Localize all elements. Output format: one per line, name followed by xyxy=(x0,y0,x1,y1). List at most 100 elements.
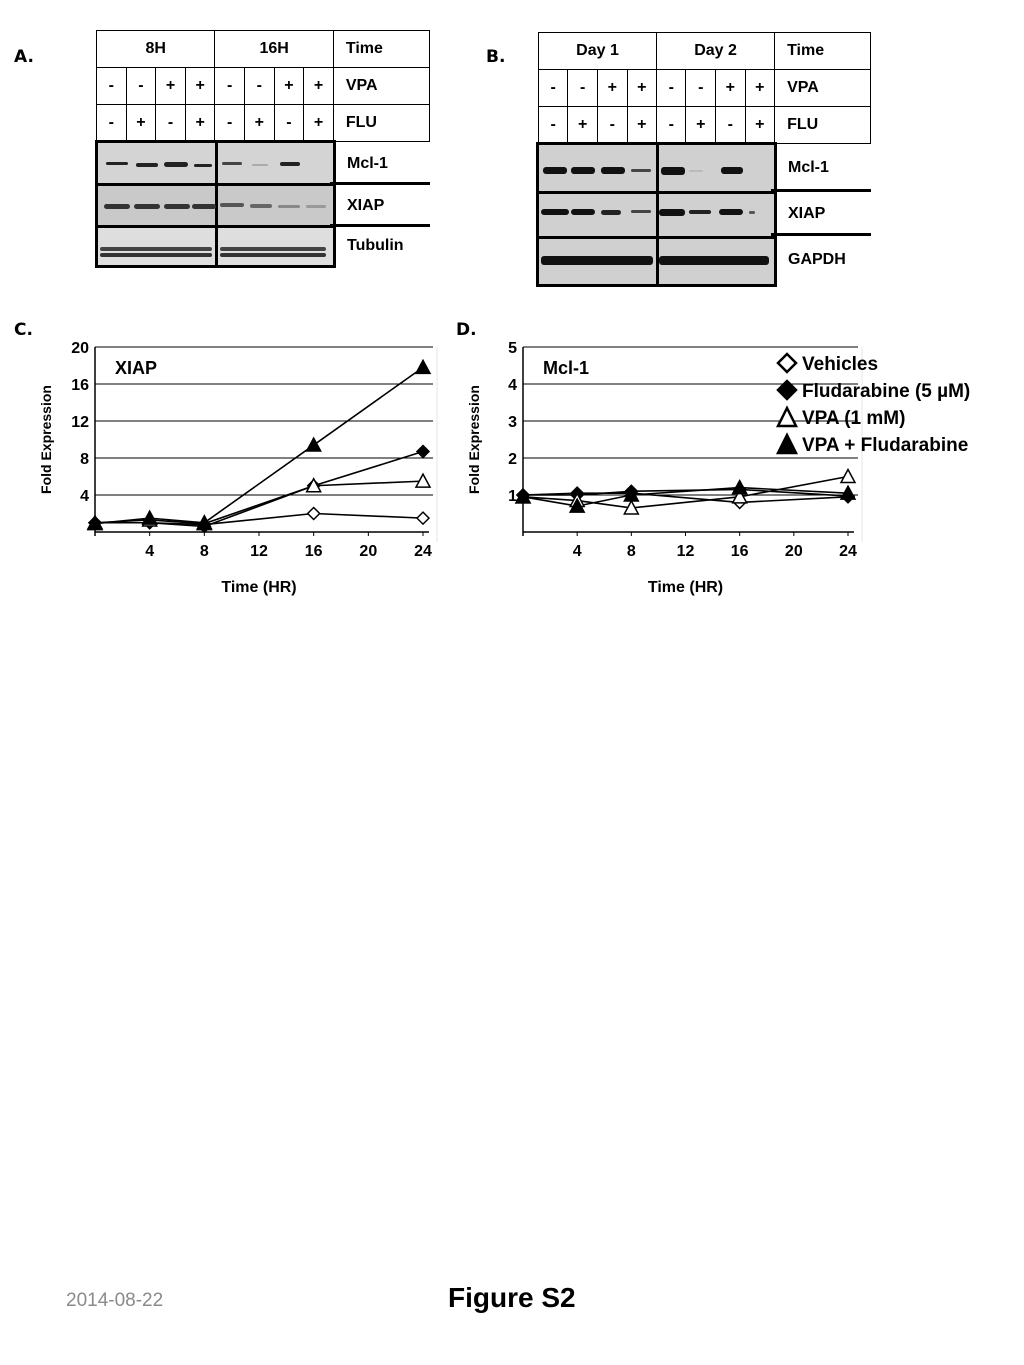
vpa-cell: + xyxy=(155,67,186,105)
svg-text:12: 12 xyxy=(250,543,268,560)
svg-text:1: 1 xyxy=(508,488,517,505)
vpa-cell: - xyxy=(685,69,716,107)
chart-title: Mcl-1 xyxy=(543,358,589,378)
panel-a-condition-table: 8H 16H Time - - + + - - + + VPA - + - + - + - + FLU xyxy=(95,30,431,142)
legend-item: VPA + Fludarabine xyxy=(775,432,968,456)
panel-a-blot-image xyxy=(95,140,336,268)
flu-cell: + xyxy=(626,106,658,144)
y-axis-label: Fold Expression xyxy=(38,385,54,494)
blot-label-tubulin: Tubulin xyxy=(347,237,404,254)
svg-text:20: 20 xyxy=(359,543,377,560)
flu-cell: + xyxy=(744,106,776,144)
row-header-time: Time xyxy=(332,30,431,68)
svg-text:12: 12 xyxy=(677,543,695,560)
blot-label-mcl1: Mcl-1 xyxy=(788,159,829,176)
panel-c-label: C. xyxy=(14,320,33,340)
triangle-legend-icon xyxy=(775,432,799,455)
flu-cell: - xyxy=(155,104,186,142)
vpa-cell: + xyxy=(184,67,216,105)
vpa-cell: + xyxy=(596,69,628,107)
triangle-marker-icon xyxy=(514,488,532,504)
flu-cell: - xyxy=(273,104,305,142)
time-group-16h: 16H xyxy=(214,30,334,68)
time-group-8h: 8H xyxy=(95,30,216,68)
flu-cell: - xyxy=(715,106,746,144)
svg-text:2: 2 xyxy=(508,451,517,468)
flu-cell: - xyxy=(656,106,687,144)
diamond-marker-icon xyxy=(415,444,431,459)
panel-b-label: B. xyxy=(486,47,506,67)
legend-item: Fludarabine (5 µM) xyxy=(776,379,970,402)
vpa-cell: - xyxy=(656,69,687,107)
triangle-marker-icon xyxy=(196,514,213,530)
time-group-day1: Day 1 xyxy=(537,32,658,70)
series-markers xyxy=(86,358,432,531)
blot-label-xiap: XIAP xyxy=(788,205,826,222)
svg-text:12: 12 xyxy=(71,414,89,431)
svg-text:5: 5 xyxy=(508,340,517,357)
svg-text:VPA (1 mM): VPA (1 mM) xyxy=(802,408,905,429)
vpa-cell: + xyxy=(715,69,746,107)
flu-cell: - xyxy=(96,104,127,142)
diamond-marker-icon xyxy=(306,506,321,521)
svg-text:8: 8 xyxy=(80,451,89,468)
date-label: 2014-08-22 xyxy=(66,1290,164,1311)
x-axis-label: Time (HR) xyxy=(648,579,723,596)
vpa-cell: - xyxy=(125,67,157,105)
panel-a-label: A. xyxy=(14,47,34,67)
svg-text:16: 16 xyxy=(71,377,89,394)
blot-label-gapdh: GAPDH xyxy=(788,251,846,268)
panel-b-condition-table: Day 1 Day 2 Time - - + + - - + + VPA - + - + - + - + FLU xyxy=(537,32,871,144)
triangle-marker-icon xyxy=(839,467,857,484)
flu-cell: - xyxy=(537,106,569,144)
series-markers xyxy=(514,479,857,513)
svg-text:Fludarabine (5 µM): Fludarabine (5 µM) xyxy=(802,381,970,402)
flu-cell: + xyxy=(685,106,716,144)
vpa-cell: - xyxy=(96,67,127,105)
diamond-marker-icon xyxy=(415,511,431,526)
flu-cell: + xyxy=(184,104,216,142)
y-axis-label: Fold Expression xyxy=(466,385,482,494)
figure-title: Figure S2 xyxy=(448,1282,576,1313)
chart-title: XIAP xyxy=(115,358,157,378)
xiap-fold-expression-chart: 4 8 12 16 20 4 8 12 16 20 24 Time (HR) Fold Expressi… xyxy=(38,340,438,596)
svg-text:16: 16 xyxy=(731,543,749,560)
svg-text:VPA + Fludarabine: VPA + Fludarabine xyxy=(802,435,968,456)
triangle-legend-icon xyxy=(775,405,799,428)
svg-text:4: 4 xyxy=(508,377,517,394)
vpa-cell: - xyxy=(567,69,598,107)
vpa-cell: + xyxy=(303,67,334,105)
diamond-legend-icon xyxy=(776,352,798,374)
triangle-marker-icon xyxy=(141,509,158,525)
svg-text:20: 20 xyxy=(785,543,803,560)
triangle-marker-icon xyxy=(305,436,322,452)
time-group-day2: Day 2 xyxy=(656,32,776,70)
triangle-marker-icon xyxy=(731,488,748,504)
triangle-marker-icon xyxy=(731,479,748,495)
diamond-legend-icon xyxy=(776,379,798,401)
svg-text:20: 20 xyxy=(71,340,89,357)
row-header-flu: FLU xyxy=(332,104,431,142)
panel-b-blot-image xyxy=(536,142,777,287)
vpa-cell: - xyxy=(243,67,275,105)
flu-cell: + xyxy=(125,104,157,142)
vpa-cell: + xyxy=(744,69,776,107)
svg-text:8: 8 xyxy=(627,543,636,560)
legend-item: VPA (1 mM) xyxy=(775,405,905,429)
flu-cell: - xyxy=(596,106,628,144)
row-header-vpa: VPA xyxy=(774,69,871,107)
flu-cell: + xyxy=(567,106,598,144)
row-header-flu: FLU xyxy=(774,106,871,144)
panel-d-label: D. xyxy=(456,320,477,340)
row-header-time: Time xyxy=(774,32,871,70)
x-axis-label: Time (HR) xyxy=(221,579,296,596)
vpa-cell: + xyxy=(273,67,305,105)
blot-label-mcl1: Mcl-1 xyxy=(347,155,388,172)
flu-cell: + xyxy=(303,104,334,142)
vpa-cell: - xyxy=(214,67,245,105)
triangle-marker-icon xyxy=(86,515,104,531)
legend-item: Vehicles xyxy=(776,352,878,375)
svg-text:4: 4 xyxy=(80,488,89,505)
svg-text:4: 4 xyxy=(573,543,582,560)
